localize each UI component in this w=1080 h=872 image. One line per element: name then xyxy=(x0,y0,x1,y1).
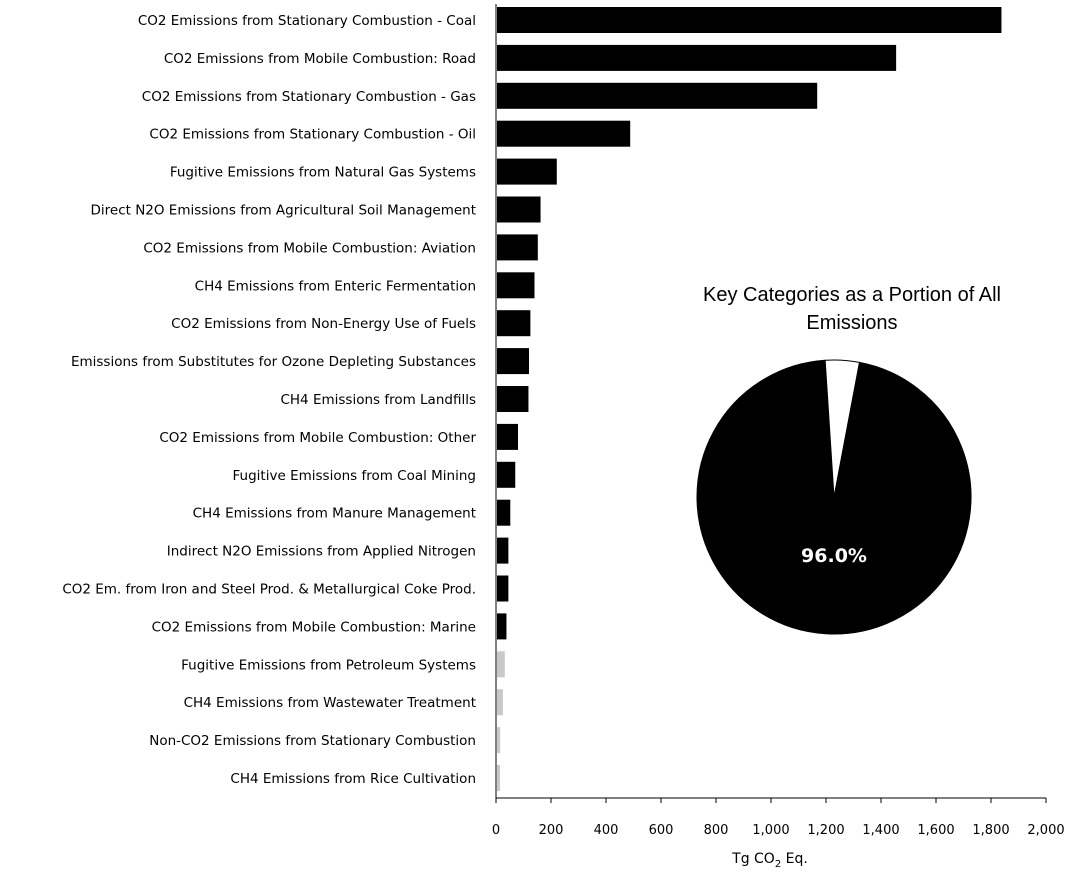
category-label: CO2 Emissions from Stationary Combustion… xyxy=(149,127,476,143)
bar xyxy=(497,7,1002,33)
x-tick-label: 200 xyxy=(539,823,564,838)
category-label: CH4 Emissions from Landfills xyxy=(280,392,476,408)
bar xyxy=(497,44,897,71)
x-tick-label: 0 xyxy=(492,823,500,838)
bar xyxy=(497,689,503,716)
pie-title-line2: Emissions xyxy=(806,312,897,334)
pie-slice xyxy=(696,359,972,635)
bar xyxy=(497,651,505,678)
category-label: Direct N2O Emissions from Agricultural S… xyxy=(90,203,476,219)
bar xyxy=(497,727,501,754)
pie-slice xyxy=(824,359,861,498)
bar xyxy=(497,120,631,147)
x-tick-label: 1,800 xyxy=(972,823,1009,838)
bars xyxy=(497,7,1002,791)
bar xyxy=(497,575,509,602)
bar xyxy=(497,234,538,261)
category-label: Fugitive Emissions from Petroleum System… xyxy=(181,657,476,673)
category-label: Fugitive Emissions from Coal Mining xyxy=(233,468,476,484)
bar xyxy=(497,82,818,109)
category-label: CO2 Emissions from Non-Energy Use of Fue… xyxy=(171,316,476,332)
x-ticks: 0 200 400 600 800 1,000 1,200 1,400 1,600 1,800 2,… xyxy=(492,798,1065,838)
category-label: CH4 Emissions from Rice Cultivation xyxy=(230,771,476,787)
x-tick-label: 400 xyxy=(594,823,619,838)
category-label: Indirect N2O Emissions from Applied Nitr… xyxy=(167,544,476,560)
x-tick-label: 1,000 xyxy=(752,823,789,838)
bar xyxy=(497,461,516,488)
bar xyxy=(497,272,535,299)
category-label: CO2 Em. from Iron and Steel Prod. & Meta… xyxy=(62,582,476,598)
bar xyxy=(497,310,531,337)
category-label: CH4 Emissions from Manure Management xyxy=(193,506,476,522)
bar xyxy=(497,765,500,791)
pie-slices xyxy=(696,359,972,635)
category-label: CO2 Emissions from Mobile Combustion: Av… xyxy=(143,240,476,256)
x-tick-label: 1,600 xyxy=(917,823,954,838)
x-axis-title: Tg CO2 Eq. xyxy=(731,851,808,870)
category-label: CH4 Emissions from Wastewater Treatment xyxy=(184,695,476,711)
bar xyxy=(497,499,511,526)
bar xyxy=(497,158,557,185)
pie-slice-label: 96.0% xyxy=(801,545,867,567)
category-labels: CO2 Emissions from Stationary Combustion… xyxy=(62,13,476,787)
category-label: CO2 Emissions from Mobile Combustion: Ma… xyxy=(152,619,476,635)
category-label: Fugitive Emissions from Natural Gas Syst… xyxy=(170,165,476,181)
x-tick-label: 1,400 xyxy=(862,823,899,838)
category-label: CH4 Emissions from Enteric Fermentation xyxy=(195,278,476,294)
category-label: CO2 Emissions from Stationary Combustion… xyxy=(142,89,476,105)
x-tick-label: 2,000 xyxy=(1027,823,1064,838)
bar xyxy=(497,386,529,412)
category-label: Non-CO2 Emissions from Stationary Combus… xyxy=(149,733,476,749)
pie-title-line1: Key Categories as a Portion of All xyxy=(703,284,1001,306)
x-tick-label: 1,200 xyxy=(807,823,844,838)
bar xyxy=(497,348,529,375)
x-tick-label: 600 xyxy=(649,823,674,838)
pie-chart: Key Categories as a Portion of All Emiss… xyxy=(696,284,1001,635)
category-label: CO2 Emissions from Mobile Combustion: Ot… xyxy=(159,430,476,446)
bar xyxy=(497,196,541,223)
bar xyxy=(497,423,518,450)
category-label: CO2 Emissions from Mobile Combustion: Ro… xyxy=(164,51,476,67)
x-tick-label: 800 xyxy=(704,823,729,838)
bar xyxy=(497,537,509,564)
bar xyxy=(497,613,507,640)
x-axis: 0 200 400 600 800 1,000 1,200 1,400 1,600 1,800 2,… xyxy=(492,4,1065,870)
category-label: CO2 Emissions from Stationary Combustion… xyxy=(138,13,476,29)
category-label: Emissions from Substitutes for Ozone Dep… xyxy=(71,354,476,370)
